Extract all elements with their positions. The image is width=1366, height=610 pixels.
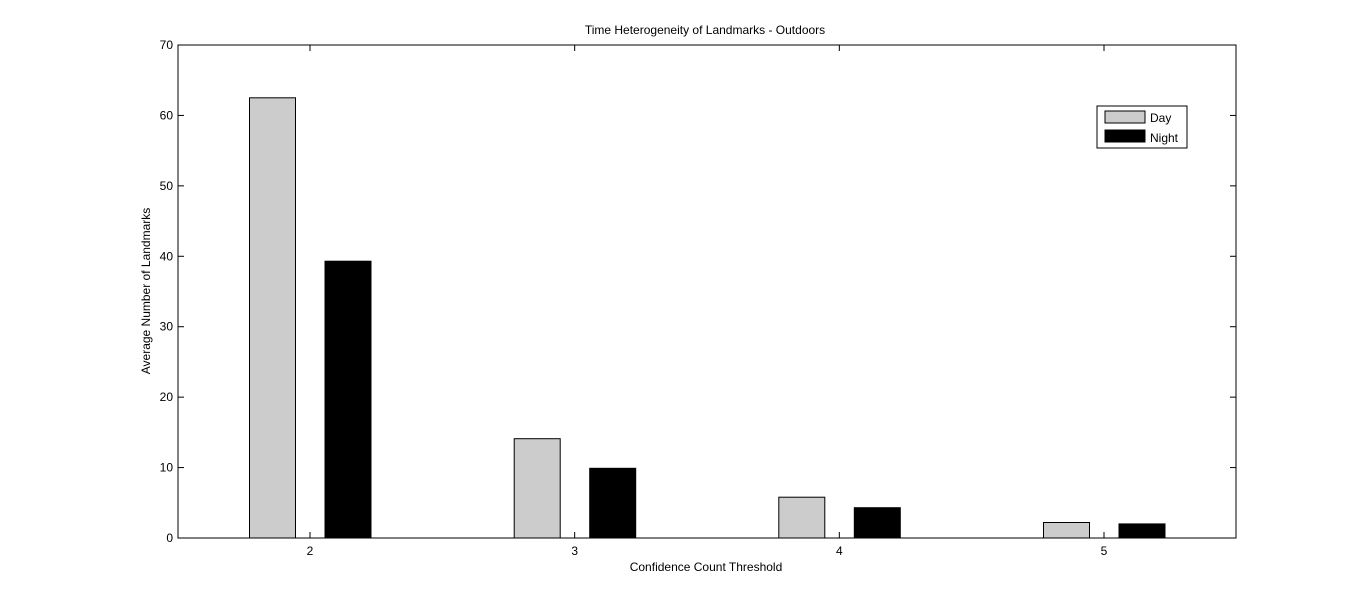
bar-day-5 [1043, 522, 1090, 539]
legend-label-night: Night [1150, 131, 1179, 145]
y-tick-label: 20 [160, 390, 174, 404]
bar-day-3 [513, 438, 561, 539]
y-tick-label: 40 [160, 249, 174, 263]
bar-night-3 [589, 467, 637, 539]
y-axis-label: Average Number of Landmarks [139, 208, 153, 375]
x-tick-label: 3 [571, 544, 578, 558]
bar-day-2 [249, 97, 296, 539]
x-tick-label: 4 [836, 544, 843, 558]
y-tick-label: 10 [160, 461, 174, 475]
legend-swatch-day [1104, 110, 1146, 124]
legend: Day Night [1096, 105, 1188, 149]
x-axis-label: Confidence Count Threshold [630, 560, 783, 574]
bar-night-4 [853, 507, 901, 539]
bar-night-2 [324, 260, 372, 539]
y-tick-label: 50 [160, 179, 174, 193]
chart-title: Time Heterogeneity of Landmarks - Outdoo… [585, 23, 825, 37]
legend-label-day: Day [1150, 111, 1171, 125]
y-tick-label: 60 [160, 108, 174, 122]
x-tick-label: 2 [307, 544, 314, 558]
bar-night-5 [1118, 523, 1166, 539]
bar-day-4 [778, 496, 826, 539]
legend-swatch-night [1104, 129, 1146, 143]
y-tick-label: 30 [160, 320, 174, 334]
y-tick-label: 0 [166, 531, 173, 545]
axis-ticks: 0 10 20 30 40 50 60 70 2 3 4 5 [160, 38, 1236, 558]
x-tick-label: 5 [1101, 544, 1108, 558]
y-tick-label: 70 [160, 38, 174, 52]
plot-area-frame [177, 44, 1237, 539]
bars-layer [249, 97, 1166, 539]
